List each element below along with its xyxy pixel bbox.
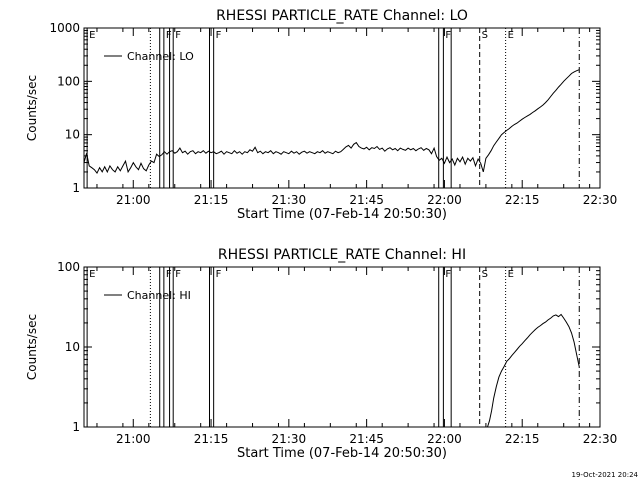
event-marker-label: S xyxy=(482,30,488,41)
footer-timestamp: 19-Oct-2021 20:24 xyxy=(571,471,638,479)
event-marker-label: E xyxy=(89,30,95,41)
x-tick-label: 22:00 xyxy=(427,193,462,207)
y-tick-label: 1000 xyxy=(49,21,80,35)
x-tick-label: 21:15 xyxy=(194,432,229,446)
x-tick-label: 21:45 xyxy=(349,432,384,446)
event-marker-label: F xyxy=(166,269,172,280)
event-marker-label: F xyxy=(216,269,222,280)
x-tick-label: 22:30 xyxy=(583,193,618,207)
x-tick-label: 21:00 xyxy=(116,432,151,446)
y-tick-label: 100 xyxy=(57,74,80,88)
event-marker-label: F xyxy=(445,30,451,41)
event-marker-label: F xyxy=(216,30,222,41)
legend-entry: Channel: HI xyxy=(127,289,191,302)
x-tick-label: 22:15 xyxy=(505,193,540,207)
event-marker-label: E xyxy=(508,269,514,280)
event-marker-label: E xyxy=(508,30,514,41)
series-line xyxy=(487,313,580,428)
event-marker-label: F xyxy=(445,269,451,280)
y-axis-label: Counts/sec xyxy=(25,75,39,141)
x-tick-label: 22:15 xyxy=(505,432,540,446)
chart-title: RHESSI PARTICLE_RATE Channel: LO xyxy=(216,8,468,24)
event-marker-label: E xyxy=(89,269,95,280)
event-marker-label: F xyxy=(166,30,172,41)
x-axis-label: Start Time (07-Feb-14 20:50:30) xyxy=(237,446,447,461)
plot-frame xyxy=(83,27,601,189)
event-marker-label: S xyxy=(482,269,488,280)
panel-1: RHESSI PARTICLE_RATE Channel: LOE F F F F S E2… xyxy=(25,8,617,222)
x-tick-label: 21:45 xyxy=(349,193,384,207)
y-tick-label: 100 xyxy=(57,260,80,274)
y-tick-label: 10 xyxy=(65,128,80,142)
x-tick-label: 21:30 xyxy=(272,432,307,446)
y-tick-label: 1 xyxy=(72,420,80,434)
y-tick-label: 10 xyxy=(65,340,80,354)
chart-title: RHESSI PARTICLE_RATE Channel: HI xyxy=(218,247,466,263)
x-axis-label: Start Time (07-Feb-14 20:50:30) xyxy=(237,207,447,222)
x-tick-label: 22:00 xyxy=(427,432,462,446)
panel-2: RHESSI PARTICLE_RATE Channel: HIE F F F F S E2… xyxy=(25,247,617,461)
legend-entry: Channel: LO xyxy=(127,50,194,63)
y-axis-label: Counts/sec xyxy=(25,314,39,380)
x-tick-label: 21:00 xyxy=(116,193,151,207)
x-tick-label: 22:30 xyxy=(583,432,618,446)
event-marker-label: F xyxy=(175,30,181,41)
y-tick-label: 1 xyxy=(72,181,80,195)
x-tick-label: 21:15 xyxy=(194,193,229,207)
event-marker-label: F xyxy=(175,269,181,280)
series-line xyxy=(83,69,580,175)
x-tick-label: 21:30 xyxy=(272,193,307,207)
